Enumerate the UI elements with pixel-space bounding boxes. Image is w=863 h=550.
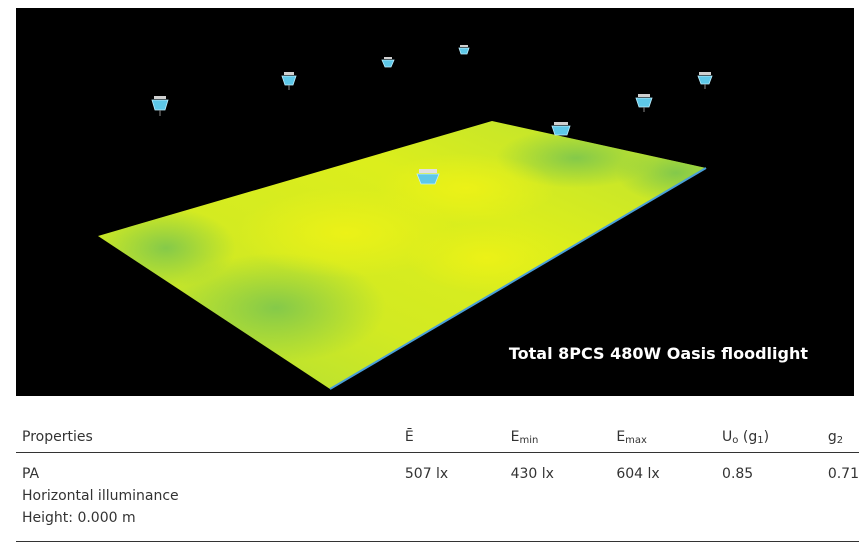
floodlight-icon — [416, 169, 440, 185]
row-properties: PA Horizontal illuminance Height: 0.000 … — [16, 452, 399, 542]
row-type: Horizontal illuminance — [22, 488, 179, 504]
uo-base: U — [722, 428, 733, 445]
g2-sub: 2 — [836, 434, 844, 446]
e-max-sub: max — [625, 434, 647, 446]
floodlight-icon — [381, 57, 395, 68]
header-e-min: Emin — [504, 418, 611, 453]
row-e-avg: 507 lx — [398, 452, 505, 542]
header-g2: g2 — [821, 418, 859, 453]
uo-sub2: 1 — [757, 434, 764, 446]
floodlight-icon — [551, 122, 571, 136]
table-row: PA Horizontal illuminance Height: 0.000 … — [16, 452, 859, 542]
row-height: Height: 0.000 m — [22, 510, 136, 526]
row-e-min: 430 lx — [504, 452, 611, 542]
header-properties: Properties — [16, 418, 399, 453]
e-max-base: E — [616, 428, 626, 445]
render-caption: Total 8PCS 480W Oasis floodlight — [508, 344, 808, 363]
uo-rest: (g — [738, 428, 758, 445]
header-e-avg: Ē — [398, 418, 505, 453]
floodlight-icon — [151, 96, 169, 116]
header-uo: Uo (g1) — [716, 418, 822, 453]
row-uo: 0.85 — [716, 452, 822, 542]
uo-close: ) — [763, 428, 770, 445]
floodlight-icon — [458, 45, 470, 55]
floodlight-icon — [635, 94, 653, 112]
e-min-base: E — [510, 428, 520, 445]
uo-sub: o — [732, 434, 739, 446]
properties-table: Properties Ē Emin Emax Uo (g1) g2 PA Hor… — [16, 418, 859, 542]
row-name: PA — [22, 466, 40, 482]
row-g2: 0.71 — [821, 452, 859, 542]
g2-base: g — [827, 428, 837, 445]
row-e-max: 604 lx — [610, 452, 717, 542]
table-header-row: Properties Ē Emin Emax Uo (g1) g2 — [16, 418, 859, 453]
header-e-max: Emax — [610, 418, 717, 453]
field-visualization — [98, 45, 713, 390]
e-min-sub: min — [519, 434, 539, 446]
floodlight-icon — [697, 72, 713, 89]
illuminance-render: Total 8PCS 480W Oasis floodlight — [16, 8, 854, 396]
floodlight-icon — [281, 72, 297, 90]
